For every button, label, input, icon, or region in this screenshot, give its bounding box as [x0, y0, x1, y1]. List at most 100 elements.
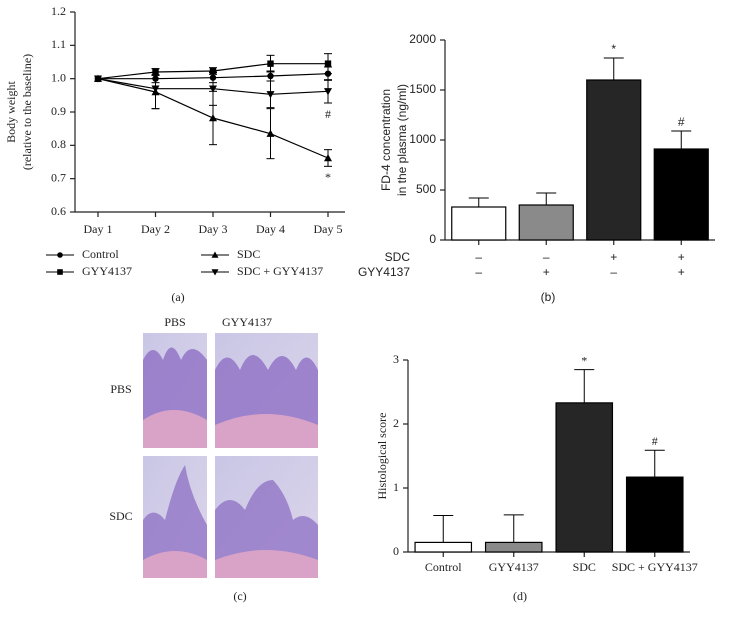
legend-label: SDC: [237, 247, 260, 261]
x-tick-label: Day 1: [84, 222, 113, 236]
marker: [267, 60, 274, 67]
y-axis-label: in the plasma (ng/ml): [395, 84, 409, 196]
row-value: –: [610, 265, 617, 279]
marker: [209, 67, 217, 75]
legend-label: GYY4137: [82, 264, 132, 278]
annotation: #: [652, 434, 658, 448]
row-value: –: [475, 265, 482, 279]
panel-label: (d): [513, 589, 527, 603]
bar: [625, 476, 684, 553]
bar: [484, 541, 543, 553]
y-tick-label: 0.7: [51, 170, 66, 184]
chart: 0.6 0.7 0.8 0.9 1.0 1.1 1.2 Body weight (relativ…: [4, 4, 345, 304]
legend-marker: [211, 251, 219, 258]
marker: [324, 60, 332, 67]
legend-item: SDC + GYY4137: [201, 264, 323, 278]
row-label: PBS: [110, 382, 131, 396]
legend-marker: [57, 269, 63, 275]
y-tick-label: 2000: [409, 32, 436, 46]
column-label: PBS: [164, 315, 185, 329]
y-axis-label: FD-4 concentration: [379, 89, 393, 191]
legend-marker: [57, 252, 63, 258]
error-bar: [644, 449, 665, 478]
y-tick-label: 500: [416, 182, 436, 196]
row-value: +: [678, 250, 685, 264]
marker: [324, 88, 332, 96]
x-tick-label: Day 3: [199, 222, 228, 236]
chart: 0 1 2 3 Histological score (d) Control GYY4137 *…: [375, 352, 698, 603]
annotation: *: [581, 353, 587, 367]
y-axis-label: Body weight: [4, 81, 18, 143]
y-tick-label: 1000: [409, 132, 436, 146]
y-tick-label: 1.1: [51, 37, 66, 51]
y-tick-label: 3: [393, 352, 399, 366]
y-tick-label: 0.6: [51, 204, 66, 218]
y-tick-label: 0: [393, 544, 399, 558]
y-tick-label: 0: [429, 232, 436, 246]
marker: [151, 85, 160, 93]
column-label: GYY4137: [222, 315, 272, 329]
annotation: *: [325, 170, 331, 184]
row-value: +: [610, 250, 617, 264]
x-tick-label: Day 4: [256, 222, 285, 236]
annotation: #: [325, 107, 331, 121]
y-axis-label: Histological score: [375, 413, 389, 500]
error-bar: [433, 515, 454, 543]
annotation: *: [611, 42, 616, 56]
bar: [586, 79, 642, 241]
legend-marker: [211, 269, 219, 276]
error-bar: [671, 130, 692, 149]
panel-label: (b): [541, 290, 556, 304]
row-value: –: [543, 250, 550, 264]
marker: [266, 129, 275, 137]
x-tick-label: SDC + GYY4137: [612, 560, 698, 574]
y-tick-label: 0.8: [51, 137, 66, 151]
y-tick-label: 1.0: [51, 70, 66, 84]
bar: [555, 402, 614, 553]
y-tick-label: 1500: [409, 82, 436, 96]
error-bar: [503, 514, 524, 543]
row-value: +: [678, 265, 685, 279]
row-value: +: [543, 265, 550, 279]
bar: [414, 541, 473, 553]
legend-item: Control: [46, 247, 119, 261]
bar: [653, 148, 709, 241]
marker: [324, 154, 332, 162]
error-bar: [536, 192, 557, 205]
y-tick-label: 1: [393, 480, 399, 494]
row-label: GYY4137: [358, 265, 410, 279]
panel-label: (c): [233, 589, 246, 603]
marker: [267, 72, 274, 80]
legend-label: Control: [82, 247, 119, 261]
image-panel: PBS GYY4137 PBS SDC (c): [109, 315, 318, 603]
histology-image: [215, 333, 318, 448]
x-tick-label: SDC: [573, 560, 596, 574]
bar: [518, 204, 574, 241]
histology-image: [215, 456, 318, 578]
x-tick-label: Day 5: [314, 222, 343, 236]
error-bar: [468, 197, 489, 207]
row-label: SDC: [109, 509, 132, 523]
x-tick-label: GYY4137: [489, 560, 539, 574]
x-tick-label: Day 2: [141, 222, 170, 236]
marker: [209, 114, 217, 122]
bar: [451, 206, 507, 241]
marker: [94, 75, 102, 83]
histology-image: [143, 456, 207, 578]
marker: [266, 91, 275, 99]
panel-label: (a): [171, 290, 184, 304]
legend-label: SDC + GYY4137: [237, 264, 323, 278]
row-label: SDC: [385, 250, 411, 264]
y-tick-label: 1.2: [51, 4, 66, 18]
row-value: –: [475, 250, 482, 264]
marker: [209, 85, 217, 93]
x-tick-label: Control: [425, 560, 462, 574]
y-tick-label: 0.9: [51, 104, 66, 118]
annotation: #: [678, 115, 685, 129]
y-tick-label: 2: [393, 416, 399, 430]
error-bar: [574, 369, 595, 403]
legend-item: SDC: [201, 247, 260, 261]
legend-item: GYY4137: [46, 264, 132, 278]
y-axis-label: (relative to the baseline): [20, 54, 34, 170]
